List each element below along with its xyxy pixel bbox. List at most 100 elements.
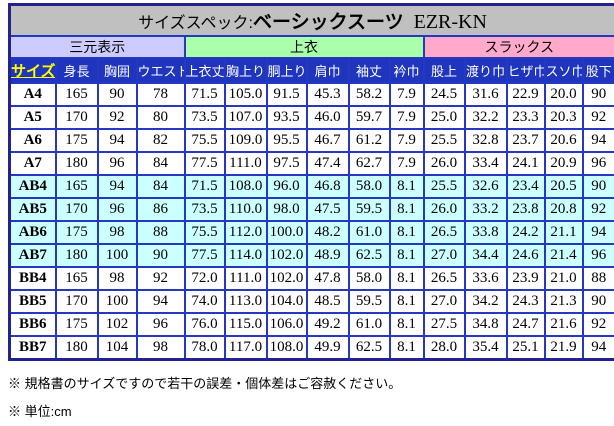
section-three-measurements: 三元表示 (8, 35, 186, 59)
size-row-bb4: BB4 165 98 92 72.0 111.0 102.0 47.8 58.0 8.1 26.5 3… (8, 266, 614, 291)
cell-bb6-jacket-length: 76.0 (183, 312, 226, 337)
cell-a4-hem: 20.0 (543, 82, 584, 107)
cell-bb6-collar: 8.1 (388, 312, 425, 337)
size-label-a6: A6 (8, 128, 57, 153)
cell-bb4-collar: 8.1 (388, 266, 425, 291)
cell-a6-hem: 20.6 (543, 128, 584, 153)
cell-bb4-height: 165 (54, 266, 99, 291)
cell-a4-sleeve: 58.2 (347, 82, 391, 107)
cell-ab5-waist: 86 (135, 197, 186, 222)
cell-a4-waist-around: 91.5 (265, 82, 308, 107)
cell-bb6-sleeve: 61.0 (347, 312, 391, 337)
column-header-chest-around: 胸上り (223, 57, 268, 84)
cell-ab6-waist: 88 (135, 220, 186, 245)
title-product: ベーシックスーツ (252, 12, 404, 33)
cell-bb5-chest-around: 113.0 (223, 289, 268, 314)
size-label-ab5: AB5 (8, 197, 57, 222)
cell-bb6-chest-around: 115.0 (223, 312, 268, 337)
size-row-ab7: AB7 180 100 90 77.5 114.0 102.0 48.9 62.5 8.1 27.0… (8, 243, 614, 268)
cell-bb7-hem: 21.9 (543, 335, 584, 361)
cell-ab6-sleeve: 61.0 (347, 220, 391, 245)
cell-a4-waist: 78 (135, 82, 186, 107)
cell-bb4-rise: 26.5 (422, 266, 466, 291)
table-title: サイズスペック:ベーシックスーツ EZR-KN (8, 3, 614, 37)
cell-a7-chest: 96 (96, 151, 138, 176)
column-header-jacket-length: 上衣丈 (183, 57, 226, 84)
size-row-ab5: AB5 170 96 86 73.5 110.0 98.0 47.5 59.5 8.1 26.0 33… (8, 197, 614, 222)
size-row-bb7: BB7 180 104 98 78.0 117.0 108.0 49.9 62.5 8.1 28.0… (8, 335, 614, 361)
column-header-size: サイズ (8, 57, 57, 84)
cell-ab7-collar: 8.1 (388, 243, 425, 268)
cell-ab5-thigh: 33.2 (463, 197, 508, 222)
cell-bb5-waist-around: 104.0 (265, 289, 308, 314)
cell-bb5-waist: 94 (135, 289, 186, 314)
cell-ab4-chest-around: 108.0 (223, 174, 268, 199)
cell-bb5-rise: 27.0 (422, 289, 466, 314)
size-row-a7: A7 180 96 84 77.5 111.0 97.5 47.4 62.7 7.9 26.0 33.… (8, 151, 614, 176)
cell-ab7-knee: 24.6 (505, 243, 546, 268)
cell-ab7-hem: 21.4 (543, 243, 584, 268)
cell-a6-waist-around: 95.5 (265, 128, 308, 153)
cell-ab5-chest-around: 110.0 (223, 197, 268, 222)
cell-bb7-waist-around: 108.0 (265, 335, 308, 361)
cell-a7-waist-around: 97.5 (265, 151, 308, 176)
cell-ab7-rise: 27.0 (422, 243, 466, 268)
footer-notes: ※ 規格書のサイズですので若干の誤差・個体差はご容赦ください。 ※ 単位:cm (8, 373, 606, 420)
cell-a7-sleeve: 62.7 (347, 151, 391, 176)
cell-bb4-shoulder: 47.8 (305, 266, 350, 291)
cell-a7-knee: 24.1 (505, 151, 546, 176)
section-header-row: 三元表示 上衣 スラックス (8, 35, 614, 59)
cell-ab7-chest-around: 114.0 (223, 243, 268, 268)
cell-ab7-inseam: 96 (581, 243, 614, 268)
cell-ab6-chest: 98 (96, 220, 138, 245)
cell-ab7-shoulder: 48.9 (305, 243, 350, 268)
cell-a5-collar: 7.9 (388, 105, 425, 130)
size-label-ab6: AB6 (8, 220, 57, 245)
size-row-ab4: AB4 165 94 84 71.5 108.0 96.0 46.8 58.0 8.1 25.5 32… (8, 174, 614, 199)
cell-a6-jacket-length: 75.5 (183, 128, 226, 153)
cell-bb5-knee: 24.3 (505, 289, 546, 314)
cell-bb7-rise: 28.0 (422, 335, 466, 361)
cell-bb5-thigh: 34.2 (463, 289, 508, 314)
cell-bb6-thigh: 34.8 (463, 312, 508, 337)
cell-ab6-shoulder: 48.2 (305, 220, 350, 245)
cell-ab4-collar: 8.1 (388, 174, 425, 199)
cell-a4-height: 165 (54, 82, 99, 107)
cell-a4-knee: 22.9 (505, 82, 546, 107)
cell-ab4-shoulder: 46.8 (305, 174, 350, 199)
cell-bb5-jacket-length: 74.0 (183, 289, 226, 314)
cell-a4-collar: 7.9 (388, 82, 425, 107)
cell-a7-thigh: 33.4 (463, 151, 508, 176)
cell-bb4-sleeve: 58.0 (347, 266, 391, 291)
cell-bb4-waist-around: 102.0 (265, 266, 308, 291)
cell-ab4-waist: 84 (135, 174, 186, 199)
size-label-ab7: AB7 (8, 243, 57, 268)
cell-bb7-chest-around: 117.0 (223, 335, 268, 361)
title-model: EZR-KN (413, 11, 487, 33)
cell-ab6-chest-around: 112.0 (223, 220, 268, 245)
cell-ab4-chest: 94 (96, 174, 138, 199)
section-slacks: スラックス (422, 35, 614, 59)
cell-a4-chest-around: 105.0 (223, 82, 268, 107)
cell-bb7-shoulder: 49.9 (305, 335, 350, 361)
cell-a6-inseam: 94 (581, 128, 614, 153)
cell-bb6-waist: 96 (135, 312, 186, 337)
column-header-sleeve: 袖丈 (347, 57, 391, 84)
cell-a7-shoulder: 47.4 (305, 151, 350, 176)
column-header-row: サイズ 身長 胸囲 ウエスト 上衣丈 胸上り 胴上り 肩巾 袖丈 衿巾 股上 渡り巾 ヒザ巾 スソ巾 股下 (8, 57, 614, 84)
column-header-shoulder: 肩巾 (305, 57, 350, 84)
cell-ab5-jacket-length: 73.5 (183, 197, 226, 222)
cell-a6-height: 175 (54, 128, 99, 153)
cell-a6-shoulder: 46.7 (305, 128, 350, 153)
cell-a7-waist: 84 (135, 151, 186, 176)
cell-a5-hem: 20.3 (543, 105, 584, 130)
cell-bb7-collar: 8.1 (388, 335, 425, 361)
cell-ab6-collar: 8.1 (388, 220, 425, 245)
column-header-knee: ヒザ巾 (505, 57, 546, 84)
cell-ab5-inseam: 92 (581, 197, 614, 222)
cell-bb5-height: 170 (54, 289, 99, 314)
cell-ab5-sleeve: 59.5 (347, 197, 391, 222)
cell-ab7-thigh: 34.4 (463, 243, 508, 268)
cell-a4-jacket-length: 71.5 (183, 82, 226, 107)
cell-ab6-inseam: 94 (581, 220, 614, 245)
